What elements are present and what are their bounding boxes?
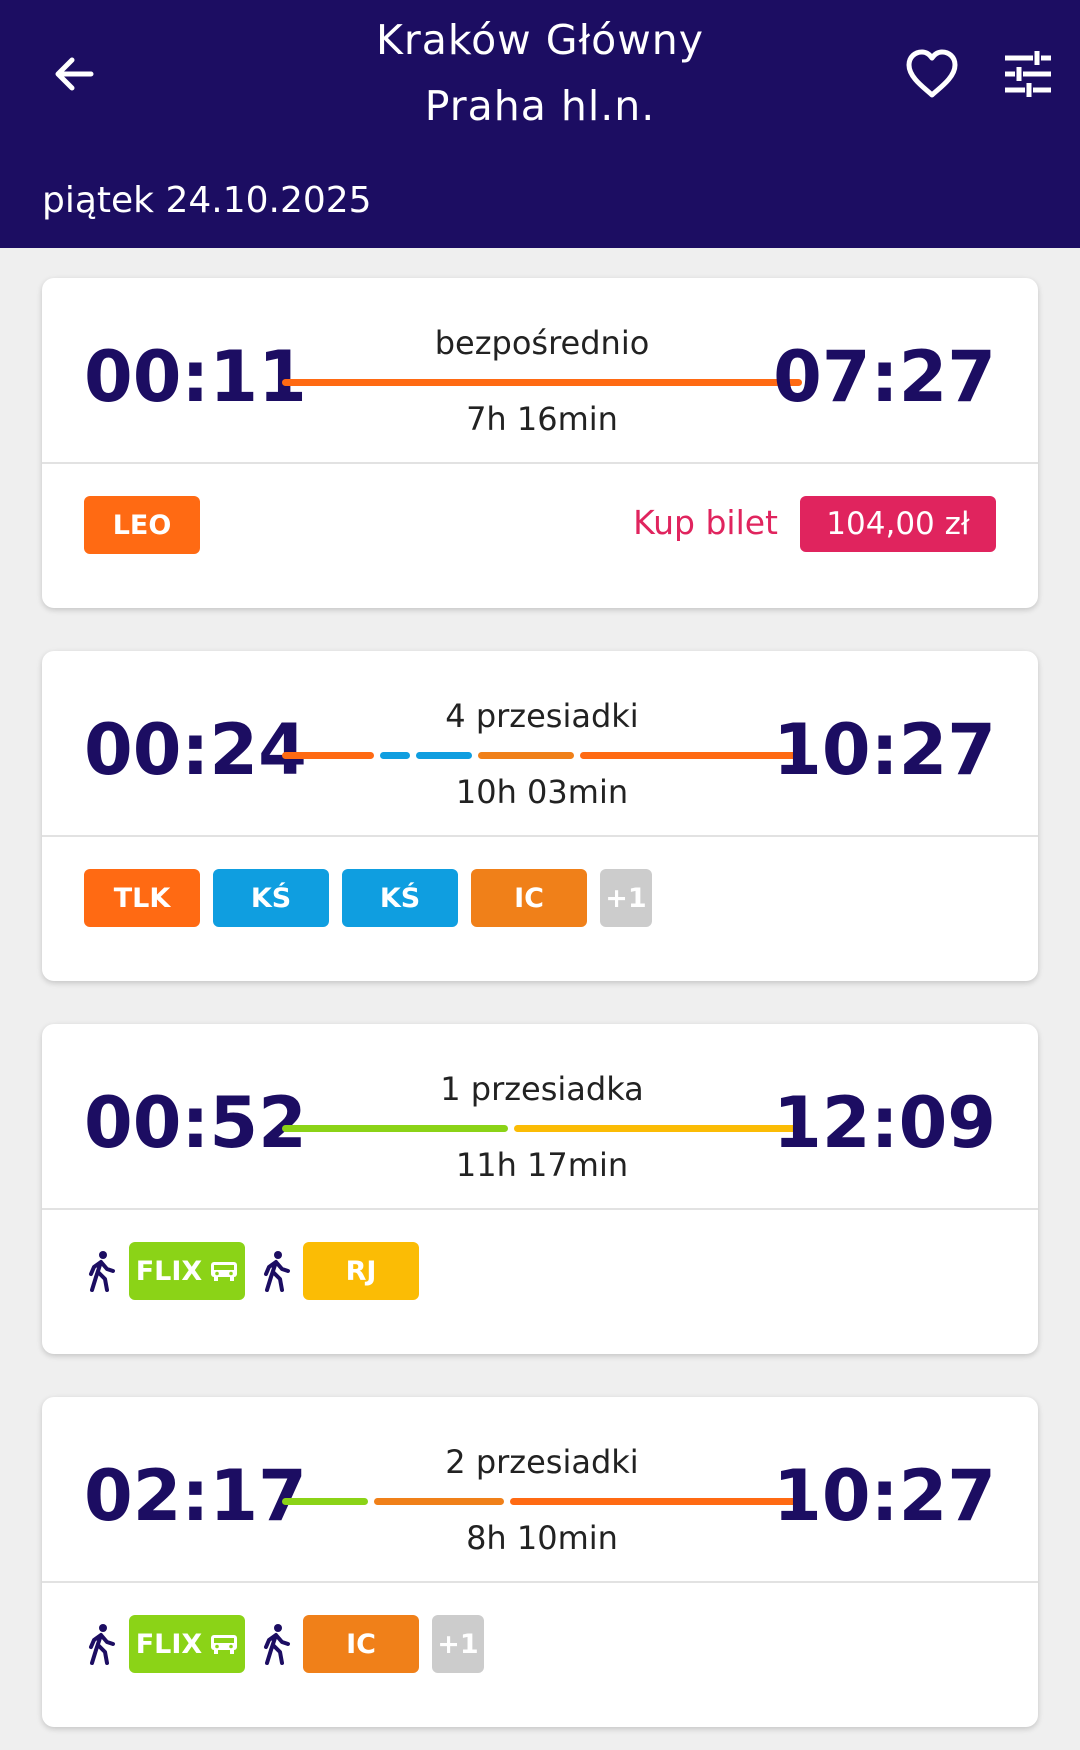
carrier-badge: FLIX [129,1615,245,1673]
departure-time: 00:24 [84,709,307,791]
transfer-info: 1 przesiadka [440,1070,644,1108]
carrier-badge: IC [303,1615,419,1673]
app-header: Kraków Główny Praha hl.n. piątek 24.10.2… [0,0,1080,248]
transfer-info: bezpośrednio [434,324,650,362]
departure-time: 00:52 [84,1082,307,1164]
more-count-label: +1 [437,1628,479,1660]
price-button[interactable]: 104,00 zł [800,496,996,552]
carrier-badge: KŚ [213,869,329,927]
departure-time: 02:17 [84,1455,307,1537]
connection-card[interactable]: 00:24 4 przesiadki 10h 03min 10:27 TLK K… [42,651,1038,981]
route-segment [282,1125,508,1132]
carrier-badge: LEO [84,496,200,554]
from-station: Kraków Główny [375,16,705,64]
card-divider [42,835,1038,837]
route-segment [514,1125,802,1132]
more-carriers-badge: +1 [432,1615,484,1673]
connection-card[interactable]: 00:52 1 przesiadka 11h 17min 12:09 FLIX … [42,1024,1038,1354]
connection-card[interactable]: 02:17 2 przesiadki 8h 10min 10:27 FLIX I… [42,1397,1038,1727]
carrier-label: KŚ [379,882,421,914]
carrier-label: FLIX [135,1628,203,1660]
travel-duration: 11h 17min [455,1146,629,1184]
arrival-time: 07:27 [773,336,996,418]
connection-card[interactable]: 00:11 bezpośrednio 7h 16min 07:27 LEO Ku… [42,278,1038,608]
route-segment [478,752,574,759]
walking-icon [89,1251,115,1292]
route-segment [416,752,472,759]
heart-outline-icon [906,49,958,98]
carrier-badge: FLIX [129,1242,245,1300]
arrival-time: 10:27 [773,1455,996,1537]
carrier-label: FLIX [135,1255,203,1287]
bus-icon [211,1635,238,1654]
arrival-time: 10:27 [773,709,996,791]
travel-duration: 7h 16min [466,400,618,438]
card-divider [42,1581,1038,1583]
walking-icon [264,1624,290,1665]
route-segment [580,752,802,759]
route-segment [282,752,374,759]
more-count-label: +1 [605,882,647,914]
carrier-label: RJ [345,1255,377,1287]
arrow-left-icon [55,57,94,91]
carrier-label: KŚ [250,882,292,914]
transfer-info: 4 przesiadki [445,697,639,735]
departure-time: 00:11 [84,336,307,418]
route-segment [374,1498,504,1505]
carrier-badge: KŚ [342,869,458,927]
transfer-info: 2 przesiadki [445,1443,639,1481]
sliders-icon [1005,51,1051,97]
more-carriers-badge: +1 [600,869,652,927]
travel-date: piątek 24.10.2025 [42,180,372,221]
route-segment [510,1498,802,1505]
to-station: Praha hl.n. [424,82,656,130]
carrier-label: IC [346,1628,376,1660]
card-divider [42,462,1038,464]
travel-duration: 10h 03min [455,773,629,811]
arrival-time: 12:09 [773,1082,996,1164]
buy-ticket-link[interactable]: Kup bilet [633,503,778,542]
route-segment [282,379,802,386]
card-divider [42,1208,1038,1210]
travel-duration: 8h 10min [466,1519,618,1557]
carrier-badge: RJ [303,1242,419,1300]
filter-button[interactable] [996,44,1060,104]
favorite-button[interactable] [900,44,964,104]
back-button[interactable] [44,44,104,104]
carrier-label: IC [514,882,544,914]
carrier-badge: TLK [84,869,200,927]
carrier-label: TLK [113,882,171,914]
carrier-badge: IC [471,869,587,927]
route-segment [380,752,410,759]
walking-icon [264,1251,290,1292]
walking-icon [89,1624,115,1665]
bus-icon [211,1262,238,1281]
carrier-label: LEO [112,509,172,541]
route-segment [282,1498,368,1505]
